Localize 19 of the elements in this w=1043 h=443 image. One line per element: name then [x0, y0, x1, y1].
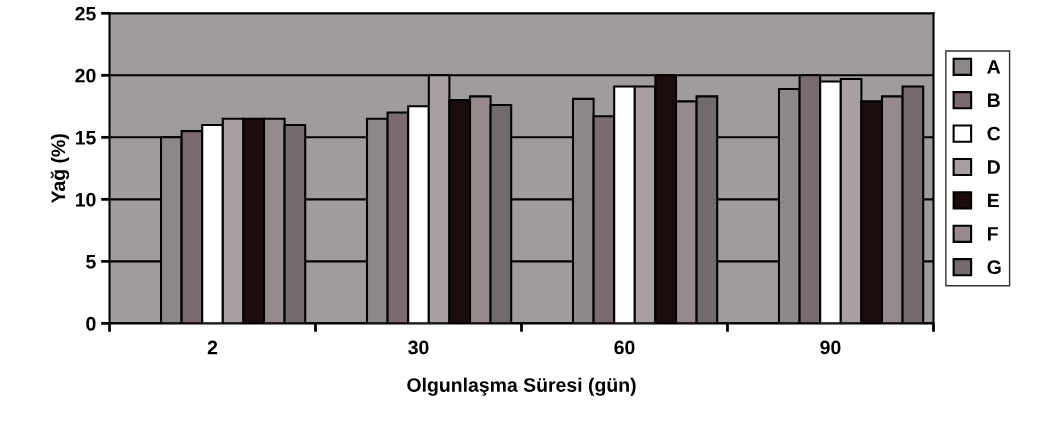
legend-label: F [987, 227, 998, 241]
y-tick-label: 0 [86, 316, 96, 331]
legend-label: A [987, 60, 1001, 74]
legend-label: D [987, 160, 1000, 174]
x-axis-title: Olgunlaşma Süresi (gün) [407, 377, 636, 396]
legend-label: B [987, 93, 1000, 107]
y-tick-label: 5 [86, 255, 96, 269]
y-tick-label: 20 [75, 68, 96, 83]
x-tick-label: 30 [408, 340, 429, 355]
x-tick-label: 90 [820, 340, 841, 355]
y-tick-label: 10 [75, 192, 96, 207]
legend-label: E [987, 193, 999, 208]
legend-label: C [987, 126, 1001, 141]
x-tick-label: 2 [207, 340, 218, 355]
y-axis-title: Yağ (%) [50, 134, 70, 204]
y-tick-label: 25 [75, 6, 96, 21]
legend-label: G [987, 260, 1001, 275]
y-tick-label: 15 [75, 131, 96, 145]
x-tick-label: 60 [614, 340, 635, 355]
